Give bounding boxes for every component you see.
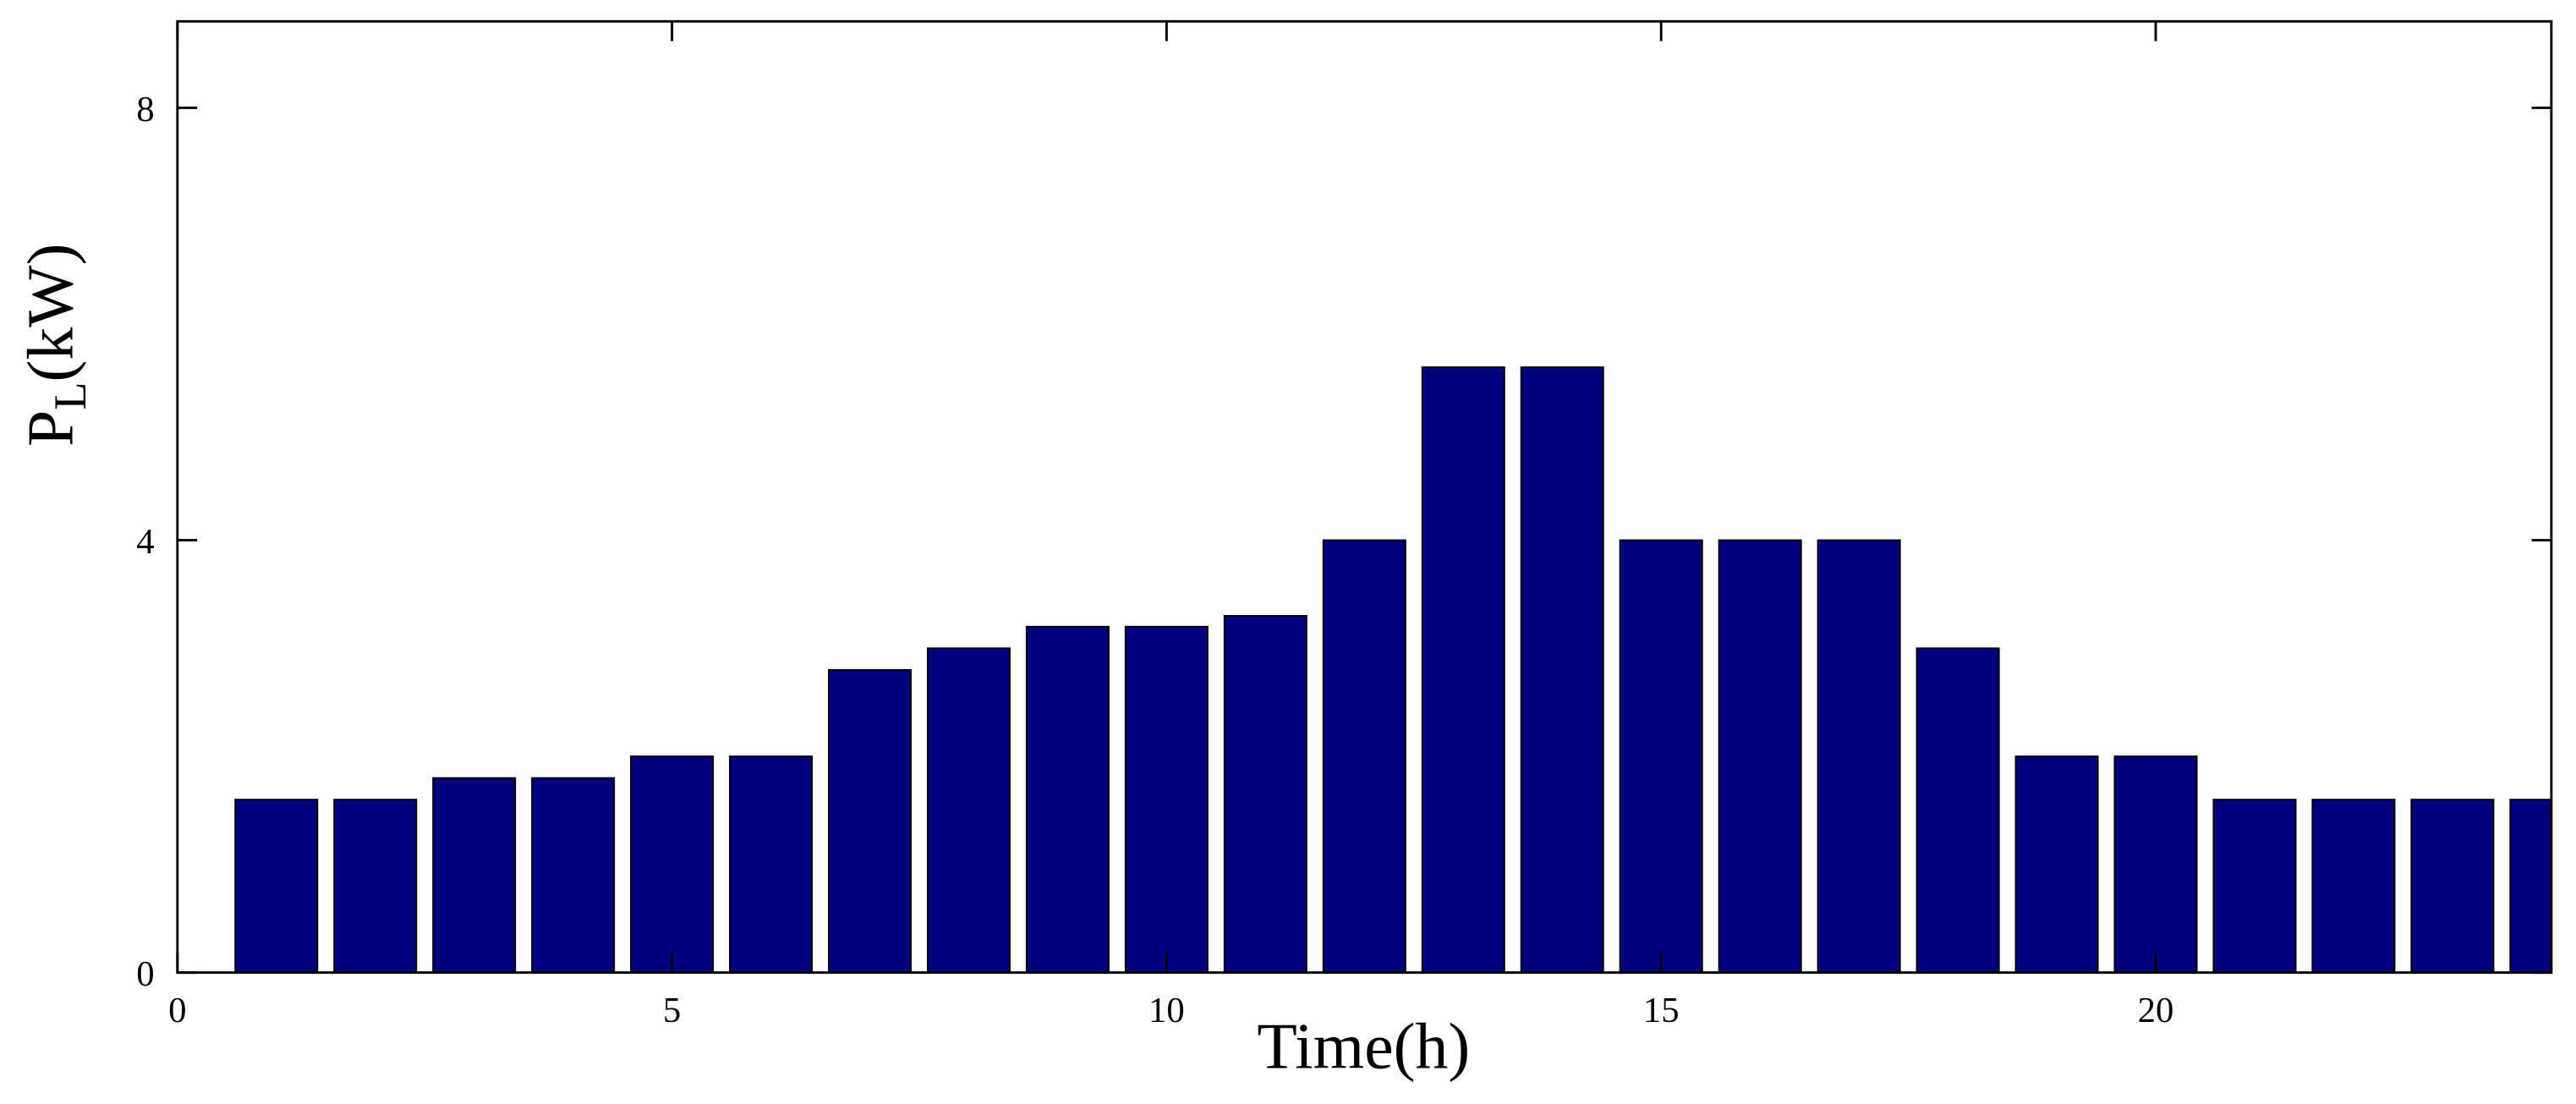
x-tick-label: 5 [663,991,681,1030]
bar [1619,539,1703,973]
y-tick-label: 4 [136,522,154,562]
bar [2509,799,2551,973]
y-tick-label: 8 [136,90,154,129]
bar [1421,366,1505,973]
bar [926,647,1011,973]
bar [630,755,715,973]
y-label-main: P [14,410,86,447]
bar [1817,539,1901,973]
bar [333,799,418,973]
y-label-unit: (kW) [14,244,86,382]
bar [2014,755,2099,973]
x-tick-label: 10 [1148,991,1185,1030]
bar [2410,799,2495,973]
bar [729,755,814,973]
bar [1916,647,2000,973]
bars [234,366,2551,973]
bar [531,777,616,973]
x-tick-label: 15 [1643,991,1680,1030]
plot-frame [176,19,2553,975]
x-tick-label: 0 [168,991,186,1030]
bar [1322,539,1406,973]
bar [828,668,913,973]
bar [1124,625,1209,973]
bar [432,777,517,973]
x-axis-label: Time(h) [1257,1009,1470,1082]
bar [2113,755,2198,973]
bar [234,799,319,973]
x-tick-label: 20 [2138,991,2174,1030]
y-axis-label: PL(kW) [14,244,96,447]
y-label-sub: L [45,382,96,410]
bar [1025,625,1110,973]
bar [1718,539,1802,973]
y-tick-label: 0 [136,954,154,994]
bar [2311,799,2396,973]
bar [1223,615,1307,973]
bar [1520,366,1604,973]
bar [2212,799,2297,973]
